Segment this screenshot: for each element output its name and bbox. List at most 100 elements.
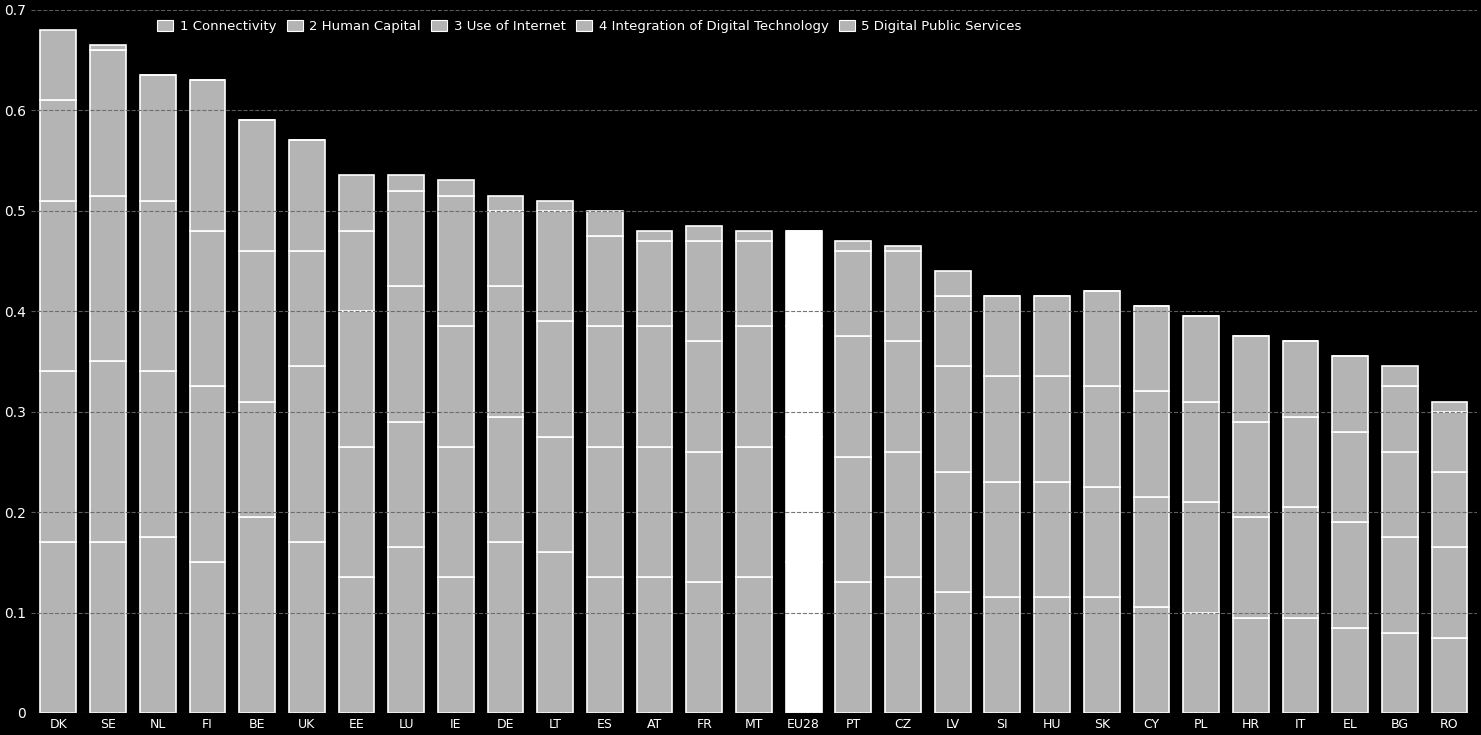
Bar (487, 417, 523, 542)
Bar (1183, 502, 1219, 612)
Bar (388, 547, 424, 713)
Bar (438, 196, 474, 326)
Bar (1432, 412, 1468, 472)
Bar (1084, 598, 1120, 713)
Bar (835, 336, 871, 456)
Bar (935, 296, 970, 366)
Bar (935, 271, 970, 296)
Bar (1034, 598, 1069, 713)
Bar (240, 121, 275, 251)
Bar (1333, 522, 1368, 628)
Bar (935, 592, 970, 713)
Bar (289, 140, 324, 251)
Bar (1034, 482, 1069, 598)
Bar (736, 577, 772, 713)
Bar (1432, 472, 1468, 547)
Bar (388, 422, 424, 547)
Bar (1232, 422, 1269, 517)
Bar (985, 598, 1020, 713)
Bar (90, 45, 126, 50)
Bar (1283, 341, 1318, 417)
Bar (835, 251, 871, 336)
Bar (139, 75, 176, 201)
Bar (40, 100, 76, 201)
Bar (538, 437, 573, 552)
Bar (1232, 517, 1269, 617)
Bar (886, 341, 921, 452)
Bar (339, 176, 375, 231)
Bar (538, 321, 573, 437)
Bar (40, 29, 76, 100)
Bar (339, 311, 375, 447)
Bar (1333, 628, 1368, 713)
Bar (1283, 417, 1318, 507)
Bar (886, 245, 921, 251)
Bar (736, 231, 772, 241)
Bar (538, 201, 573, 211)
Bar (487, 542, 523, 713)
Bar (886, 452, 921, 577)
Bar (190, 387, 225, 562)
Bar (985, 376, 1020, 482)
Bar (935, 366, 970, 472)
Bar (1382, 537, 1417, 633)
Legend: 1 Connectivity, 2 Human Capital, 3 Use of Internet, 4 Integration of Digital Tec: 1 Connectivity, 2 Human Capital, 3 Use o… (154, 16, 1026, 37)
Bar (835, 582, 871, 713)
Bar (736, 326, 772, 447)
Bar (90, 542, 126, 713)
Bar (139, 201, 176, 371)
Bar (40, 542, 76, 713)
Bar (637, 447, 672, 577)
Bar (388, 286, 424, 422)
Bar (586, 447, 624, 577)
Bar (90, 196, 126, 362)
Bar (835, 456, 871, 582)
Bar (1333, 356, 1368, 431)
Bar (139, 371, 176, 537)
Bar (339, 231, 375, 311)
Bar (1183, 316, 1219, 401)
Bar (1133, 306, 1170, 392)
Bar (438, 326, 474, 447)
Bar (1432, 401, 1468, 412)
Bar (487, 196, 523, 211)
Bar (1232, 336, 1269, 422)
Bar (139, 537, 176, 713)
Bar (886, 251, 921, 341)
Bar (1232, 617, 1269, 713)
Bar (586, 211, 624, 236)
Bar (289, 251, 324, 366)
Bar (40, 371, 76, 542)
Bar (686, 452, 723, 582)
Bar (1034, 296, 1069, 376)
Bar (637, 241, 672, 326)
Bar (1382, 633, 1417, 713)
Bar (90, 362, 126, 542)
Bar (1382, 366, 1417, 387)
Bar (786, 562, 822, 713)
Bar (1084, 291, 1120, 387)
Bar (835, 241, 871, 251)
Bar (686, 341, 723, 452)
Bar (190, 80, 225, 231)
Bar (190, 562, 225, 713)
Bar (1183, 612, 1219, 713)
Bar (1133, 607, 1170, 713)
Bar (1283, 617, 1318, 713)
Bar (985, 296, 1020, 376)
Bar (538, 211, 573, 321)
Bar (438, 181, 474, 196)
Bar (637, 231, 672, 241)
Bar (487, 211, 523, 286)
Bar (438, 577, 474, 713)
Bar (1432, 547, 1468, 638)
Bar (388, 190, 424, 286)
Bar (736, 241, 772, 326)
Bar (1382, 387, 1417, 452)
Bar (1034, 376, 1069, 482)
Bar (786, 437, 822, 562)
Bar (637, 577, 672, 713)
Bar (935, 472, 970, 592)
Bar (686, 582, 723, 713)
Bar (240, 517, 275, 713)
